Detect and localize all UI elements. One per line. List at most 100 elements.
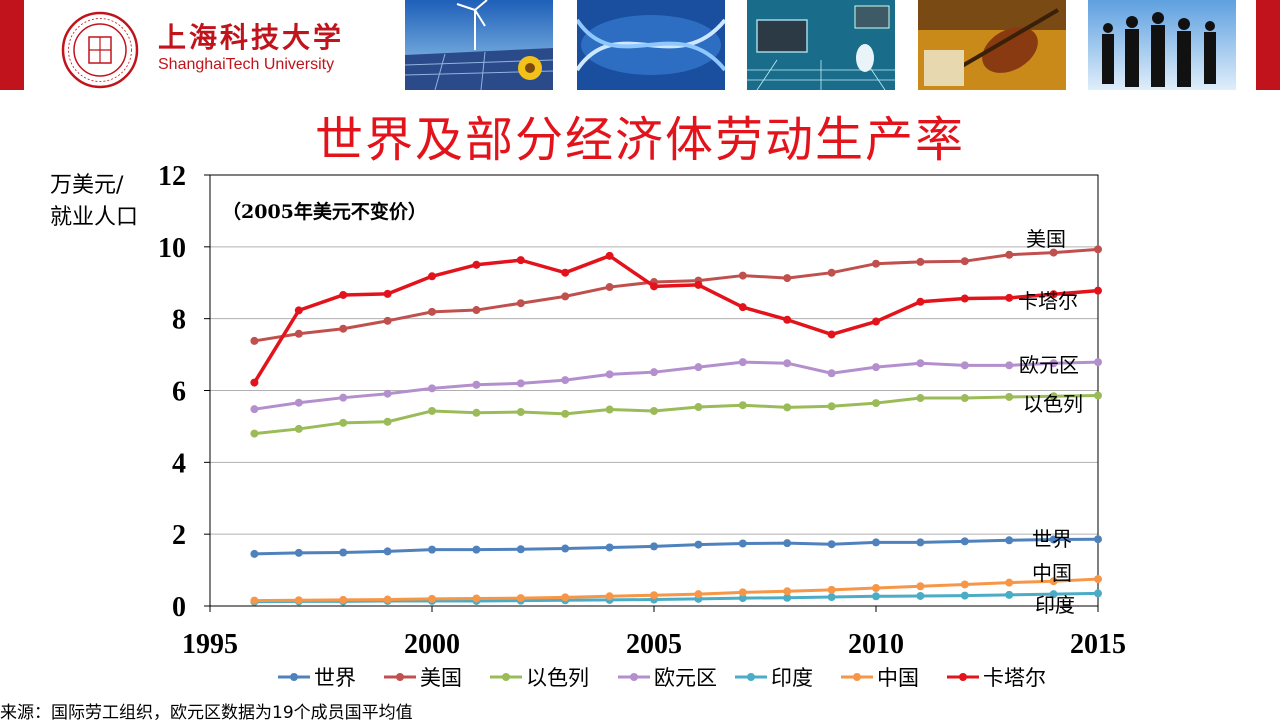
data-point-卡塔尔	[250, 378, 259, 387]
legend-marker	[959, 673, 967, 681]
data-point-世界	[960, 537, 969, 546]
data-point-欧元区	[738, 358, 747, 367]
data-point-世界	[605, 543, 614, 552]
x-tick-label: 2010	[848, 629, 904, 660]
data-point-卡塔尔	[960, 294, 969, 303]
data-point-以色列	[872, 399, 880, 408]
data-point-美国	[1094, 245, 1102, 254]
page-title: 世界及部分经济体劳动生产率	[314, 112, 965, 168]
y-tick-label: 4	[172, 448, 186, 479]
data-point-中国	[1049, 577, 1058, 586]
wind-solar-photo	[405, 0, 553, 90]
legend-marker	[290, 673, 298, 681]
data-point-卡塔尔	[694, 280, 703, 289]
data-point-欧元区	[916, 359, 925, 368]
x-tick-label: 2005	[626, 629, 682, 660]
data-point-卡塔尔	[428, 272, 436, 281]
y-tick-label: 0	[172, 592, 186, 623]
x-tick-label: 2015	[1070, 629, 1126, 660]
series-line-欧元区	[254, 360, 1099, 411]
series-end-label: 中国	[1032, 561, 1072, 585]
data-point-印度	[1049, 590, 1058, 599]
data-point-以色列	[294, 424, 303, 433]
university-name-en: ShanghaiTech University	[158, 56, 335, 73]
legend-marker	[747, 673, 755, 681]
data-point-卡塔尔	[472, 260, 481, 269]
legend-label: 以色列	[526, 666, 589, 690]
data-point-美国	[872, 259, 880, 268]
y-tick-label: 10	[158, 233, 186, 264]
data-point-中国	[428, 594, 436, 603]
data-point-美国	[783, 274, 792, 283]
data-point-欧元区	[516, 379, 525, 388]
data-point-欧元区	[294, 398, 303, 407]
series-line-美国	[254, 247, 1099, 343]
data-point-美国	[1049, 248, 1058, 257]
data-point-世界	[250, 549, 259, 558]
legend-label: 印度	[771, 666, 813, 690]
data-point-中国	[650, 591, 658, 600]
data-point-世界	[339, 548, 348, 557]
header-accent-left	[0, 0, 24, 90]
data-point-以色列	[605, 405, 614, 414]
legend-label: 卡塔尔	[983, 666, 1046, 690]
series-line-卡塔尔	[252, 254, 1099, 384]
y-axis-label-line1: 万美元/	[50, 173, 124, 198]
data-point-美国	[294, 329, 303, 338]
data-point-卡塔尔	[516, 256, 525, 265]
data-point-卡塔尔	[383, 289, 392, 298]
data-point-中国	[1005, 578, 1014, 587]
data-point-以色列	[561, 409, 570, 418]
data-point-美国	[916, 257, 925, 266]
legend-marker	[396, 673, 404, 681]
y-axis-label-line2: 就业人口	[50, 205, 138, 230]
data-point-中国	[738, 588, 747, 597]
data-point-印度	[783, 593, 792, 602]
data-point-卡塔尔	[916, 297, 925, 306]
legend-label: 中国	[877, 666, 919, 690]
data-point-中国	[694, 590, 703, 599]
data-point-美国	[605, 283, 614, 292]
y-tick-label: 6	[172, 377, 186, 408]
series-line-印度	[254, 591, 1099, 604]
data-point-卡塔尔	[872, 317, 880, 326]
music-photo	[918, 0, 1066, 90]
tech-photo	[747, 0, 895, 90]
data-point-世界	[1005, 536, 1014, 545]
legend-marker	[630, 673, 638, 681]
data-point-中国	[516, 594, 525, 603]
data-point-卡塔尔	[1005, 293, 1014, 302]
data-point-世界	[516, 545, 525, 554]
data-point-印度	[960, 591, 969, 600]
data-point-以色列	[1049, 392, 1058, 401]
data-point-美国	[960, 257, 969, 266]
series-line-世界	[254, 537, 1099, 556]
business-photo	[1088, 0, 1236, 90]
series-end-label: 印度	[1035, 593, 1075, 617]
dna-photo	[577, 0, 725, 90]
data-point-中国	[472, 594, 481, 603]
data-point-世界	[472, 545, 481, 554]
data-point-世界	[294, 548, 303, 557]
data-point-卡塔尔	[561, 268, 570, 277]
data-point-以色列	[428, 406, 436, 415]
data-point-卡塔尔	[827, 330, 836, 339]
data-point-欧元区	[383, 389, 392, 398]
data-point-以色列	[738, 401, 747, 410]
data-point-世界	[827, 540, 836, 549]
chart-unit-note: （2005年美元不变价）	[222, 200, 427, 223]
data-point-以色列	[650, 406, 658, 415]
data-point-美国	[383, 316, 392, 325]
series-end-label: 以色列	[1023, 392, 1083, 416]
university-name-cn: 上海科技大学	[158, 21, 345, 54]
data-point-欧元区	[827, 369, 836, 378]
data-point-美国	[561, 292, 570, 301]
data-point-中国	[916, 582, 925, 591]
data-point-印度	[916, 591, 925, 600]
data-point-卡塔尔	[294, 306, 303, 315]
data-point-世界	[916, 538, 925, 547]
data-point-世界	[650, 542, 658, 551]
data-point-中国	[783, 587, 792, 596]
data-point-中国	[605, 592, 614, 601]
y-tick-label: 8	[172, 305, 186, 336]
